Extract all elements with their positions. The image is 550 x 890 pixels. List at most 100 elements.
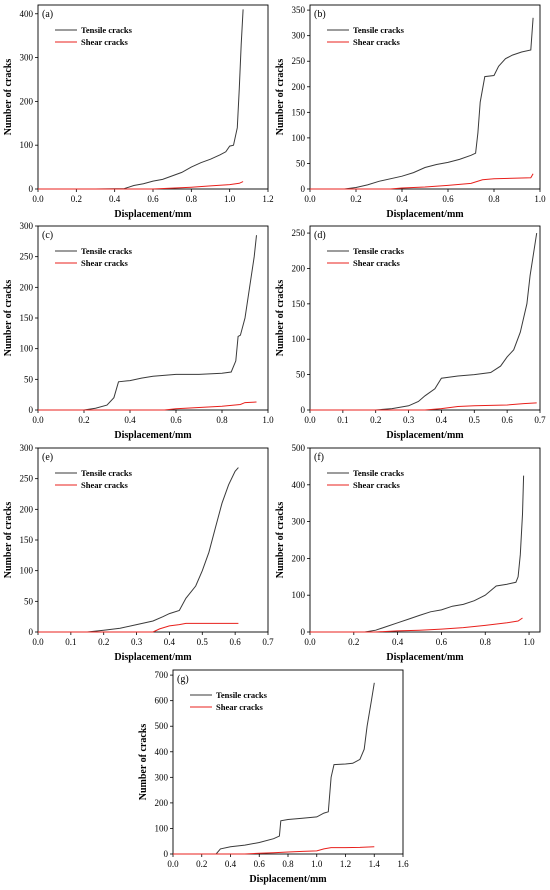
plot-frame — [309, 4, 541, 190]
y-tick-label: 150 — [292, 107, 306, 117]
x-tick-label: 0.2 — [350, 194, 361, 204]
x-tick-label: 1.0 — [224, 194, 236, 204]
legend-label: Shear cracks — [81, 258, 129, 268]
y-tick-label: 300 — [20, 53, 34, 63]
y-tick-label: 100 — [20, 140, 34, 150]
y-tick-label: 700 — [155, 670, 169, 680]
y-tick-label: 100 — [292, 590, 306, 600]
x-tick-label: 1.0 — [262, 415, 274, 425]
y-tick-label: 250 — [20, 474, 34, 484]
y-tick-label: 300 — [155, 772, 169, 782]
y-tick-label: 200 — [292, 263, 306, 273]
x-tick-label: 0.4 — [392, 637, 404, 647]
y-tick-label: 0 — [164, 849, 169, 859]
x-tick-label: 0.4 — [109, 194, 121, 204]
x-tick-label: 0.8 — [216, 415, 228, 425]
legend-label: Tensile cracks — [353, 468, 405, 478]
y-tick-label: 500 — [155, 721, 169, 731]
x-tick-label: 0.0 — [167, 859, 179, 869]
plot-frame — [309, 225, 541, 411]
legend-label: Shear cracks — [353, 37, 401, 47]
x-axis-title: Displacement/mm — [114, 209, 192, 220]
y-tick-label: 0 — [301, 405, 306, 415]
y-tick-label: 0 — [301, 184, 306, 194]
x-tick-label: 0.6 — [254, 859, 266, 869]
y-tick-label: 200 — [20, 282, 34, 292]
panel-label: (d) — [314, 230, 326, 241]
tensile-cracks-line — [38, 9, 244, 190]
y-tick-label: 100 — [20, 566, 34, 576]
x-tick-label: 1.0 — [523, 637, 535, 647]
y-tick-label: 0 — [29, 405, 34, 415]
legend-label: Tensile cracks — [353, 246, 405, 256]
y-tick-label: 300 — [292, 31, 306, 41]
x-tick-label: 1.4 — [369, 859, 381, 869]
y-axis-title: Number of cracks — [3, 502, 14, 579]
legend-label: Shear cracks — [353, 480, 401, 490]
y-tick-label: 600 — [155, 696, 169, 706]
x-axis-title: Displacement/mm — [249, 874, 327, 885]
panel-label: (a) — [42, 9, 53, 20]
tensile-cracks-line — [38, 235, 257, 411]
x-tick-label: 0.4 — [124, 415, 136, 425]
panel-label: (e) — [42, 452, 53, 463]
x-tick-label: 0.0 — [32, 637, 44, 647]
x-tick-label: 0.2 — [71, 194, 82, 204]
chart-panel-c: 0.0 0.2 0.4 0.6 0.8 1.0 0 50 100 150 200 250 300 Disp… — [3, 221, 274, 441]
y-tick-label: 0 — [29, 184, 34, 194]
y-tick-label: 250 — [292, 228, 306, 238]
y-tick-label: 150 — [20, 535, 34, 545]
x-tick-label: 0.2 — [78, 415, 89, 425]
y-tick-label: 200 — [20, 96, 34, 106]
y-tick-label: 0 — [29, 627, 34, 637]
tensile-cracks-line — [310, 233, 538, 411]
x-tick-label: 0.6 — [170, 415, 182, 425]
y-tick-label: 400 — [20, 9, 34, 19]
y-axis-title: Number of cracks — [138, 724, 149, 801]
legend-label: Shear cracks — [81, 37, 129, 47]
legend-label: Tensile cracks — [81, 468, 133, 478]
x-tick-label: 0.4 — [164, 637, 176, 647]
y-tick-label: 300 — [20, 443, 34, 453]
x-tick-label: 0.1 — [65, 637, 76, 647]
x-tick-label: 1.0 — [534, 194, 546, 204]
shear-cracks-line — [38, 622, 239, 633]
y-tick-label: 150 — [20, 313, 34, 323]
x-tick-label: 0.8 — [488, 194, 500, 204]
x-tick-label: 0.4 — [396, 194, 408, 204]
y-tick-label: 200 — [292, 82, 306, 92]
y-tick-label: 100 — [292, 133, 306, 143]
legend-label: Tensile cracks — [81, 246, 133, 256]
x-tick-label: 1.0 — [311, 859, 323, 869]
y-tick-label: 250 — [20, 252, 34, 262]
x-tick-label: 0.7 — [534, 415, 546, 425]
shear-cracks-line — [38, 181, 244, 190]
shear-cracks-line — [310, 173, 534, 190]
y-tick-label: 100 — [292, 334, 306, 344]
y-tick-label: 0 — [301, 627, 306, 637]
x-axis-title: Displacement/mm — [386, 652, 464, 663]
x-tick-label: 0.0 — [32, 415, 44, 425]
y-tick-label: 200 — [20, 504, 34, 514]
x-tick-label: 0.6 — [442, 194, 454, 204]
x-tick-label: 1.2 — [340, 859, 351, 869]
y-tick-label: 250 — [292, 56, 306, 66]
x-tick-label: 0.7 — [262, 637, 274, 647]
x-axis-title: Displacement/mm — [386, 430, 464, 441]
x-tick-label: 0.6 — [502, 415, 514, 425]
x-tick-label: 0.4 — [225, 859, 237, 869]
legend-label: Tensile cracks — [216, 690, 268, 700]
y-tick-label: 50 — [24, 374, 34, 384]
x-tick-label: 1.2 — [262, 194, 273, 204]
y-tick-label: 300 — [292, 517, 306, 527]
legend-label: Tensile cracks — [81, 25, 133, 35]
y-axis-title: Number of cracks — [275, 280, 286, 357]
legend-label: Tensile cracks — [353, 25, 405, 35]
x-tick-label: 0.2 — [348, 637, 359, 647]
x-tick-label: 0.2 — [370, 415, 381, 425]
x-tick-label: 0.8 — [282, 859, 294, 869]
y-tick-label: 500 — [292, 443, 306, 453]
legend-label: Shear cracks — [353, 258, 401, 268]
plot-frame — [37, 225, 269, 411]
